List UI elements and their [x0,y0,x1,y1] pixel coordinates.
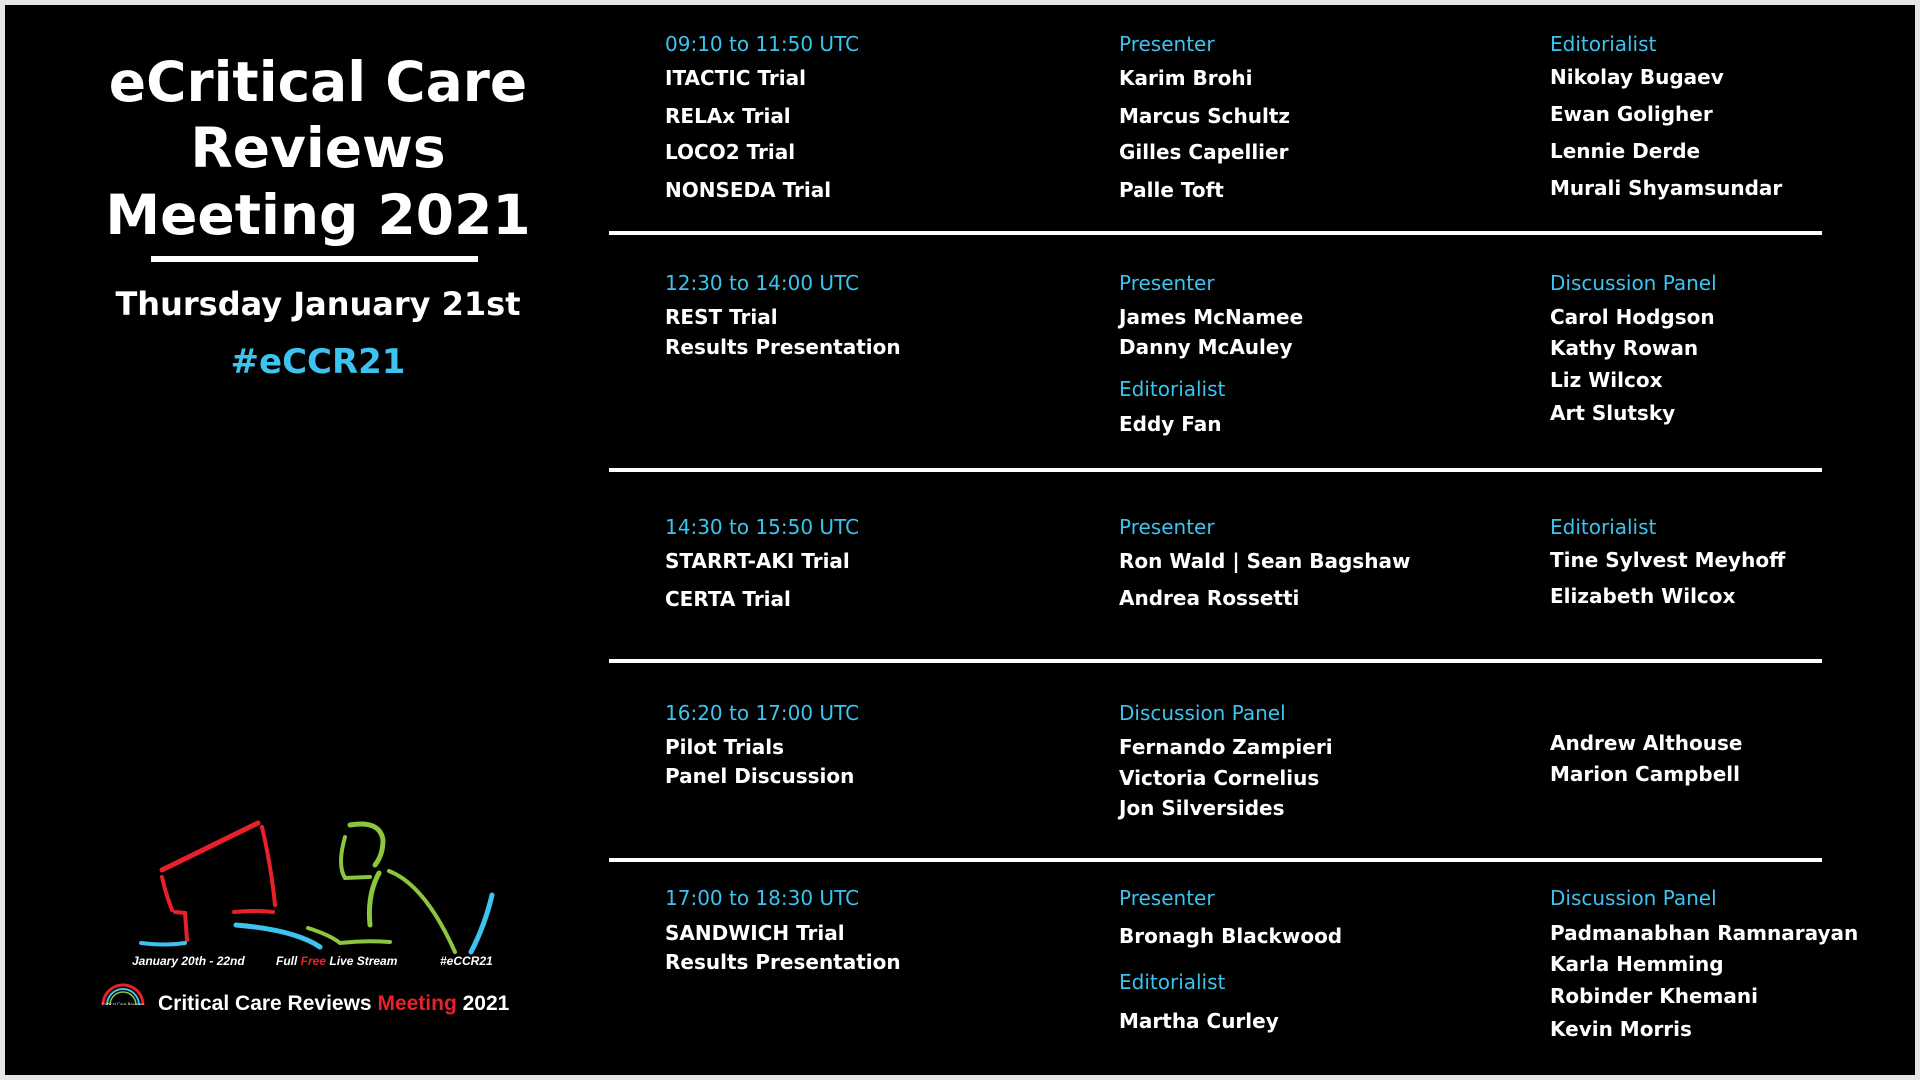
session-item: LOCO2 Trial [665,140,796,164]
role-heading: Discussion Panel [1550,271,1717,295]
person-name: Nikolay Bugaev [1550,65,1724,89]
person-name: Elizabeth Wilcox [1550,584,1736,608]
role-heading: Presenter [1119,886,1215,910]
person-name: Danny McAuley [1119,335,1293,359]
session-time: 14:30 to 15:50 UTC [665,515,860,539]
stream-text: Full [276,954,301,968]
session-time: 12:30 to 14:00 UTC [665,271,860,295]
person-name: Andrea Rossetti [1119,586,1300,610]
role-heading: Presenter [1119,515,1215,539]
person-name: Murali Shyamsundar [1550,176,1783,200]
event-date: Thursday January 21st [115,285,521,323]
person-name: Bronagh Blackwood [1119,924,1343,948]
session-item: STARRT-AKI Trial [665,549,850,573]
person-name: Karim Brohi [1119,66,1253,90]
session-item: NONSEDA Trial [665,178,832,202]
role-heading: Editorialist [1119,377,1226,401]
section-divider [609,858,1822,862]
logo-hashtag: #eCCR21 [440,954,493,968]
person-name: Jon Silversides [1119,796,1285,820]
person-name: Ewan Goligher [1550,102,1713,126]
session-item: RELAx Trial [665,104,791,128]
person-name: Gilles Capellier [1119,140,1289,164]
title-underline [151,256,478,262]
role-heading: Discussion Panel [1550,886,1717,910]
title-line-1: eCritical Care [108,50,528,114]
person-name: James McNamee [1119,305,1304,329]
person-name: Eddy Fan [1119,412,1222,436]
role-heading: Editorialist [1550,32,1657,56]
session-time: 09:10 to 11:50 UTC [665,32,860,56]
session-item: Pilot Trials [665,735,785,759]
stream-free: Free [300,954,327,968]
section-divider [609,231,1822,235]
session-time: 16:20 to 17:00 UTC [665,701,860,725]
session-time: 17:00 to 18:30 UTC [665,886,860,910]
person-name: Marcus Schultz [1119,104,1291,128]
person-name: Lennie Derde [1550,139,1701,163]
person-name: Andrew Althouse [1550,731,1743,755]
section-divider [609,468,1822,472]
person-name: Liz Wilcox [1550,368,1663,392]
person-name: Kathy Rowan [1550,336,1699,360]
logo-dates: January 20th - 22nd [132,954,245,968]
session-item: REST Trial [665,305,778,329]
role-heading: Editorialist [1119,970,1226,994]
session-item: ITACTIC Trial [665,66,806,90]
person-name: Victoria Cornelius [1119,766,1320,790]
person-name: Marion Campbell [1550,762,1740,786]
session-item: Results Presentation [665,335,901,359]
person-name: Ron Wald | Sean Bagshaw [1119,549,1411,573]
schedule-slide: eCritical Care Reviews Meeting 2021 Thur… [5,5,1915,1075]
person-name: Kevin Morris [1550,1017,1692,1041]
person-name: Martha Curley [1119,1009,1279,1033]
role-heading: Editorialist [1550,515,1657,539]
stream-text-2: Live Stream [326,954,398,968]
section-divider [609,659,1822,663]
brand-year: 2021 [456,992,510,1015]
person-name: Carol Hodgson [1550,305,1715,329]
title-line-3: Meeting 2021 [105,183,531,247]
person-name: Art Slutsky [1550,401,1676,425]
brand-line: Critical Care Reviews Meeting 2021 [158,993,509,1014]
session-item: SANDWICH Trial [665,921,845,945]
session-item: Results Presentation [665,950,901,974]
role-heading: Presenter [1119,271,1215,295]
person-name: Palle Toft [1119,178,1224,202]
logo-stream: Full Free Live Stream [276,955,397,967]
session-item: Panel Discussion [665,764,855,788]
title-line-2: Reviews [190,116,446,180]
logo-badge-text: Critical Care Reviews [102,1002,144,1005]
person-name: Tine Sylvest Meyhoff [1550,548,1786,572]
role-heading: Presenter [1119,32,1215,56]
brand-name: Critical Care Reviews [158,992,378,1015]
person-name: Karla Hemming [1550,952,1724,976]
person-name: Padmanabhan Ramnarayan [1550,921,1859,945]
session-item: CERTA Trial [665,587,791,611]
brand-meeting: Meeting [377,992,457,1015]
meeting-logo-illustration: Critical Care Reviews [101,820,495,1005]
person-name: Fernando Zampieri [1119,735,1333,759]
role-heading: Discussion Panel [1119,701,1286,725]
event-hashtag: #eCCR21 [230,342,406,382]
person-name: Robinder Khemani [1550,984,1758,1008]
